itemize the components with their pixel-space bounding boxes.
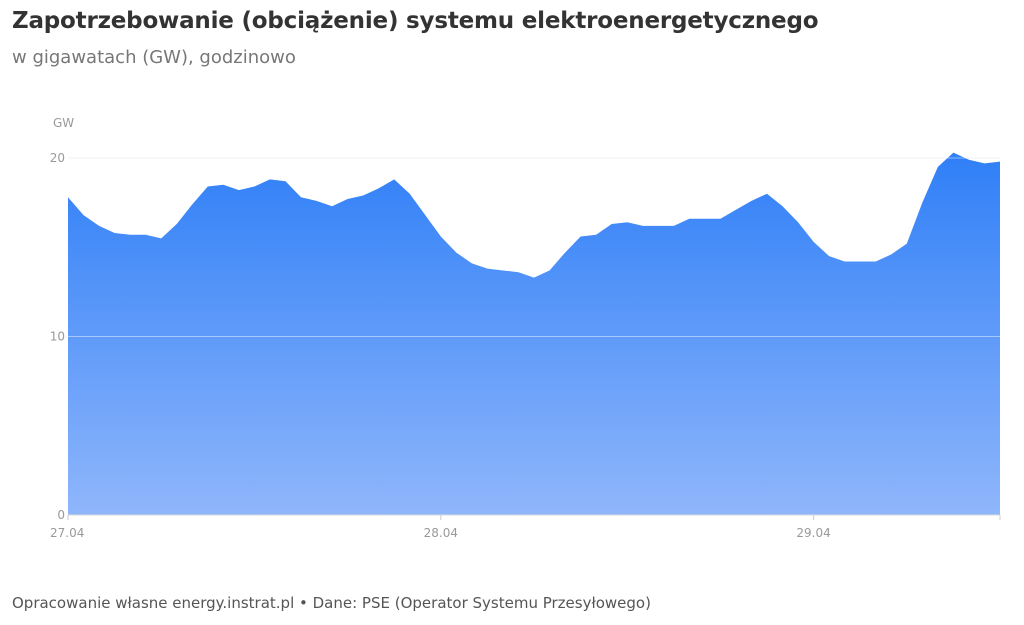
x-tick-label: 27.04 <box>50 526 84 540</box>
x-tick-label: 28.04 <box>424 526 458 540</box>
source-note: Opracowanie własne energy.instrat.pl • D… <box>12 594 651 612</box>
series-area-layer <box>68 152 1000 515</box>
chart-subtitle: w gigawatach (GW), godzinowo <box>12 47 296 68</box>
area-chart: 0 10 20 GW 27.04 28.04 29.04 <box>50 116 1001 540</box>
y-tick-label: 0 <box>57 508 65 522</box>
chart-title: Zapotrzebowanie (obciążenie) systemu ele… <box>12 8 819 34</box>
axes: 0 10 20 GW 27.04 28.04 29.04 <box>50 116 1001 540</box>
demand-area <box>68 152 1000 515</box>
y-axis-label: GW <box>53 116 74 130</box>
y-tick-label: 10 <box>50 330 65 344</box>
x-tick-label: 29.04 <box>796 526 830 540</box>
y-tick-label: 20 <box>50 151 65 165</box>
